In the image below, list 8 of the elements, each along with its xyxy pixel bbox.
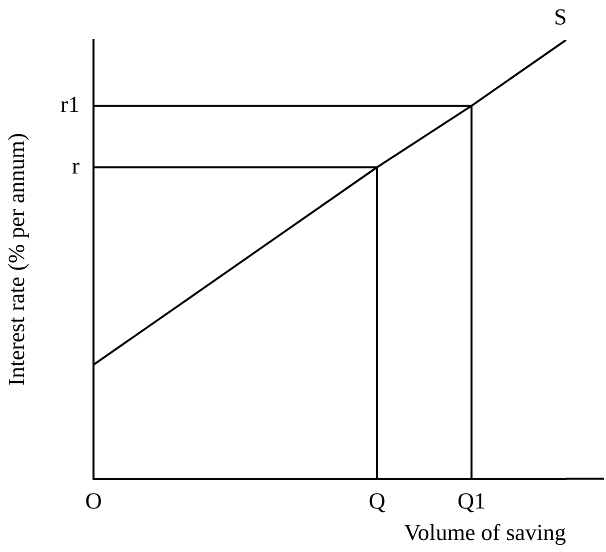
x-tick-label: O <box>85 488 102 514</box>
y-axis-title: Interest rate (% per annum) <box>4 132 29 386</box>
series-label: S <box>554 4 567 30</box>
x-axis-title: Volume of saving <box>404 520 566 546</box>
ref-line-label: r1 <box>60 92 80 117</box>
x-tick-label: Q1 <box>457 488 486 514</box>
ref-line-label: r <box>72 153 80 178</box>
x-tick-label: Q <box>368 488 386 514</box>
